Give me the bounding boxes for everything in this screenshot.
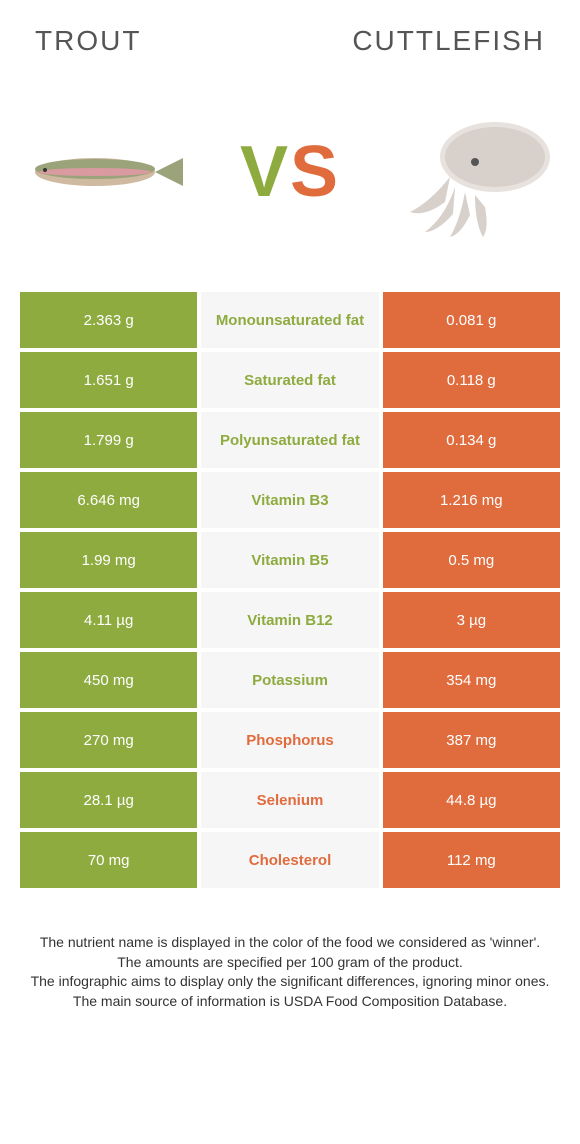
- table-row: 4.11 µgVitamin B123 µg: [20, 592, 560, 648]
- nutrient-label: Cholesterol: [201, 832, 378, 888]
- vs-s: S: [290, 132, 340, 212]
- value-right: 112 mg: [383, 832, 560, 888]
- value-left: 450 mg: [20, 652, 197, 708]
- value-right: 0.134 g: [383, 412, 560, 468]
- footnote-line: The main source of information is USDA F…: [25, 992, 555, 1012]
- nutrient-label: Monounsaturated fat: [201, 292, 378, 348]
- value-right: 44.8 µg: [383, 772, 560, 828]
- value-right: 1.216 mg: [383, 472, 560, 528]
- nutrient-label: Vitamin B3: [201, 472, 378, 528]
- value-left: 4.11 µg: [20, 592, 197, 648]
- table-row: 1.99 mgVitamin B50.5 mg: [20, 532, 560, 588]
- nutrient-label: Polyunsaturated fat: [201, 412, 378, 468]
- nutrient-label: Vitamin B5: [201, 532, 378, 588]
- footnote-line: The infographic aims to display only the…: [25, 972, 555, 992]
- value-left: 1.651 g: [20, 352, 197, 408]
- footnotes: The nutrient name is displayed in the co…: [25, 933, 555, 1011]
- value-right: 387 mg: [383, 712, 560, 768]
- value-left: 1.99 mg: [20, 532, 197, 588]
- value-left: 28.1 µg: [20, 772, 197, 828]
- comparison-table: 2.363 gMonounsaturated fat0.081 g1.651 g…: [20, 292, 560, 888]
- vs-v: V: [240, 132, 290, 212]
- table-row: 1.799 gPolyunsaturated fat0.134 g: [20, 412, 560, 468]
- table-row: 2.363 gMonounsaturated fat0.081 g: [20, 292, 560, 348]
- value-right: 0.5 mg: [383, 532, 560, 588]
- nutrient-label: Saturated fat: [201, 352, 378, 408]
- value-left: 2.363 g: [20, 292, 197, 348]
- table-row: 70 mgCholesterol112 mg: [20, 832, 560, 888]
- nutrient-label: Potassium: [201, 652, 378, 708]
- nutrient-label: Vitamin B12: [201, 592, 378, 648]
- value-left: 1.799 g: [20, 412, 197, 468]
- value-right: 0.118 g: [383, 352, 560, 408]
- hero-row: VS: [0, 82, 580, 262]
- footnote-line: The nutrient name is displayed in the co…: [25, 933, 555, 953]
- title-row: TROUT CUTTLEFISH: [0, 0, 580, 82]
- trout-image: [15, 97, 185, 247]
- table-row: 450 mgPotassium354 mg: [20, 652, 560, 708]
- table-row: 6.646 mgVitamin B31.216 mg: [20, 472, 560, 528]
- title-right: CUTTLEFISH: [352, 25, 545, 57]
- table-row: 28.1 µgSelenium44.8 µg: [20, 772, 560, 828]
- title-left: TROUT: [35, 25, 141, 57]
- value-right: 0.081 g: [383, 292, 560, 348]
- footnote-line: The amounts are specified per 100 gram o…: [25, 953, 555, 973]
- nutrient-label: Phosphorus: [201, 712, 378, 768]
- value-left: 6.646 mg: [20, 472, 197, 528]
- value-right: 354 mg: [383, 652, 560, 708]
- value-left: 270 mg: [20, 712, 197, 768]
- vs-label: VS: [240, 131, 340, 213]
- value-right: 3 µg: [383, 592, 560, 648]
- table-row: 1.651 gSaturated fat0.118 g: [20, 352, 560, 408]
- table-row: 270 mgPhosphorus387 mg: [20, 712, 560, 768]
- value-left: 70 mg: [20, 832, 197, 888]
- cuttlefish-image: [395, 97, 565, 247]
- nutrient-label: Selenium: [201, 772, 378, 828]
